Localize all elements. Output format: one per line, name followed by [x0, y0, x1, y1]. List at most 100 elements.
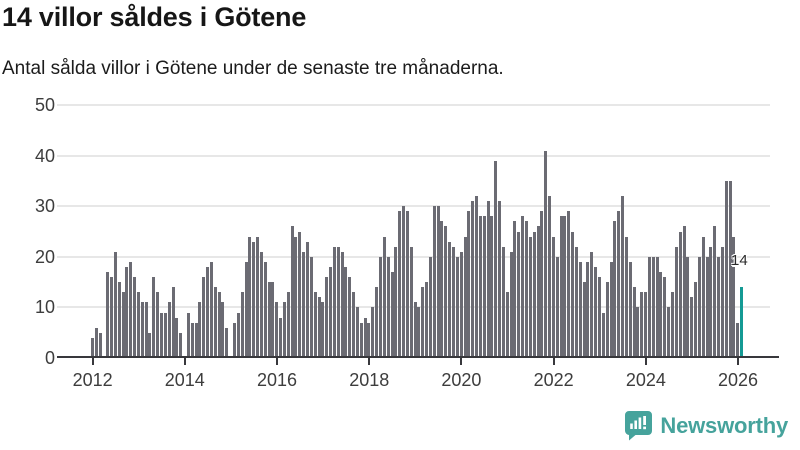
bar: [405, 211, 409, 358]
bar: [475, 196, 478, 358]
bar: [594, 266, 598, 358]
bar: [555, 256, 559, 358]
bar: [340, 251, 344, 358]
bar: [252, 241, 256, 358]
bar: [133, 277, 137, 358]
bar: [571, 231, 574, 358]
bar: [624, 236, 628, 358]
bar: [321, 302, 325, 358]
bar: [467, 211, 471, 358]
bar: [540, 211, 544, 358]
x-axis-label: 2020: [441, 370, 482, 390]
bar: [402, 206, 405, 358]
bar: [732, 236, 736, 358]
bar: [632, 287, 636, 358]
bar: [463, 236, 467, 358]
bar: [655, 256, 659, 358]
bar: [444, 226, 448, 358]
bar: [482, 216, 486, 358]
newsworthy-logo-text: Newsworthy: [660, 412, 788, 438]
bar: [548, 196, 551, 358]
x-axis-label: 2012: [72, 370, 113, 390]
bar: [644, 292, 647, 358]
bar: [256, 236, 259, 358]
bar: [701, 236, 705, 358]
bar: [617, 211, 621, 358]
bar: [148, 332, 152, 358]
bar: [686, 256, 690, 358]
bar: [432, 206, 436, 358]
bar: [317, 297, 321, 358]
bar: [117, 282, 121, 358]
bar: [171, 287, 175, 358]
bar: [578, 261, 582, 358]
bar: [448, 241, 452, 358]
newsworthy-logo-icon: [625, 411, 653, 441]
bar: [517, 231, 521, 358]
bar: [551, 236, 555, 358]
bar: [306, 241, 309, 358]
bar: [478, 216, 482, 358]
bar: [459, 251, 463, 358]
bar: [367, 322, 371, 358]
bar: [605, 282, 609, 358]
bar: [163, 312, 167, 358]
bar: [597, 277, 601, 358]
bar: [110, 277, 113, 358]
bar: [690, 297, 694, 358]
bar: [709, 246, 713, 358]
bar: [175, 317, 179, 358]
bar: [609, 261, 613, 358]
bar: [198, 302, 202, 358]
bar: [728, 180, 732, 358]
bar: [332, 246, 336, 358]
tick-mark: [737, 357, 740, 365]
bar: [302, 251, 306, 358]
bar: [613, 221, 617, 358]
bar: [394, 246, 398, 358]
bar: [225, 327, 229, 358]
bar: [524, 221, 528, 358]
bar: [213, 287, 217, 358]
bar: [528, 236, 532, 358]
bar: [371, 307, 375, 358]
bar: [186, 312, 190, 358]
bar: [98, 332, 102, 358]
bar: [386, 256, 390, 358]
bar: [271, 282, 275, 358]
tick-mark: [644, 357, 647, 365]
bar: [209, 261, 213, 358]
bar: [144, 302, 148, 358]
bar: [544, 150, 548, 358]
bar: [720, 246, 724, 358]
gridline: [57, 255, 770, 258]
bar: [167, 302, 171, 358]
bar: [248, 236, 252, 358]
bar: [263, 261, 267, 358]
gridline: [57, 154, 770, 157]
bar: [379, 256, 382, 358]
bar: [194, 322, 198, 358]
bar: [582, 282, 586, 358]
bar: [436, 206, 440, 358]
bar: [640, 292, 644, 358]
chart-subtitle: Antal sålda villor i Götene under de sen…: [2, 58, 504, 79]
bar: [90, 337, 94, 358]
last-value-label: 14: [731, 252, 748, 269]
bar: [190, 322, 194, 358]
bar: [233, 322, 236, 358]
bar: [113, 251, 117, 358]
bar: [160, 312, 163, 358]
y-axis-label: 10: [34, 297, 55, 318]
bar: [670, 292, 674, 358]
bar: [279, 317, 283, 358]
bar: [344, 266, 348, 358]
bar: [621, 196, 624, 358]
bar: [259, 251, 263, 358]
bar: [125, 266, 129, 358]
bar: [152, 277, 156, 358]
bar: [275, 302, 279, 358]
tick-mark: [276, 357, 279, 365]
